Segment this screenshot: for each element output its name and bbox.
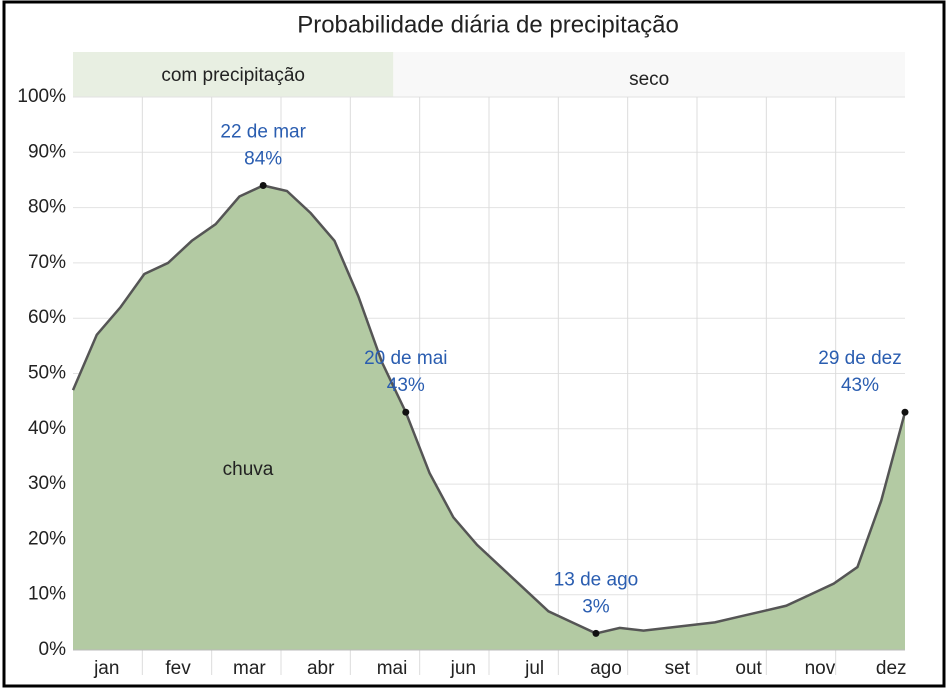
y-tick-label: 60%: [28, 307, 66, 328]
y-tick-label: 100%: [17, 86, 66, 107]
annotation-date: 20 de mai: [364, 348, 447, 369]
annotation-value: 43%: [387, 375, 425, 396]
x-tick-label: abr: [307, 658, 335, 679]
annotation-value: 43%: [841, 375, 879, 396]
annotation-date: 29 de dez: [818, 348, 901, 369]
annotation-value: 84%: [244, 148, 282, 169]
annotation-value: 3%: [582, 596, 610, 617]
y-tick-label: 70%: [28, 252, 66, 273]
season-band: [73, 52, 394, 97]
x-tick-label: dez: [876, 658, 907, 679]
annotation-date: 13 de ago: [554, 569, 639, 590]
y-tick-label: 40%: [28, 418, 66, 439]
x-tick-label: out: [735, 658, 762, 679]
x-tick-label: set: [665, 658, 691, 679]
x-tick-label: jan: [93, 658, 119, 679]
x-tick-label: fev: [165, 658, 191, 679]
y-tick-label: 0%: [39, 639, 67, 660]
point: [402, 408, 410, 416]
season-band: [393, 52, 905, 97]
line: [71, 184, 907, 635]
x-tick-label: jul: [524, 658, 544, 679]
y-tick-label: 20%: [28, 528, 66, 549]
y-tick-label: 30%: [28, 473, 66, 494]
point: [901, 408, 909, 416]
season-label: seco: [629, 69, 669, 90]
x-tick-label: jun: [450, 658, 476, 679]
area: [73, 185, 905, 651]
season-label: com precipitação: [161, 65, 305, 86]
point: [592, 629, 600, 637]
point: [259, 181, 267, 189]
x-tick-label: nov: [805, 658, 836, 679]
y-tick-label: 90%: [28, 141, 66, 162]
x-tick-label: mai: [377, 658, 408, 679]
y-tick-label: 80%: [28, 197, 66, 218]
y-tick-label: 50%: [28, 363, 66, 384]
annotation-date: 22 de mar: [220, 121, 306, 142]
chart-title: Probabilidade diária de precipitação: [297, 11, 679, 38]
x-tick-label: ago: [590, 658, 622, 679]
y-tick-label: 10%: [28, 584, 66, 605]
x-tick-label: mar: [233, 658, 266, 679]
area-label: chuva: [223, 459, 274, 480]
